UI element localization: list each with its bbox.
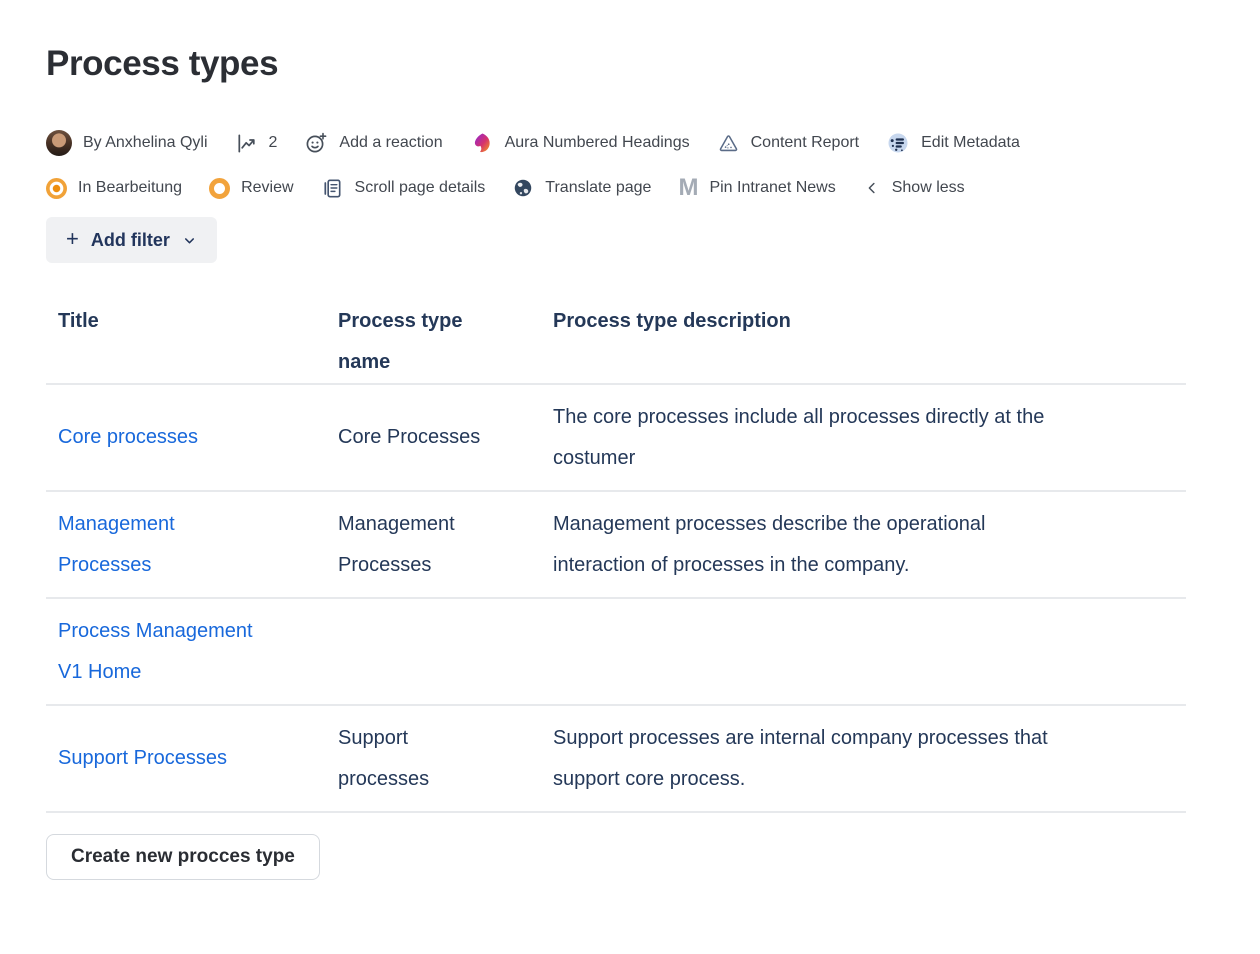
analytics-icon: [235, 132, 258, 155]
table-header-row: Title Process type name Process type des…: [46, 288, 1186, 385]
status-ring-icon: [209, 177, 231, 199]
show-less-button[interactable]: Show less: [863, 179, 965, 197]
cell-process-type-description: [553, 598, 1186, 706]
add-filter-label: Add filter: [90, 229, 170, 250]
add-reaction-button[interactable]: Add a reaction: [304, 131, 443, 155]
edit-metadata-button[interactable]: Edit Metadata: [886, 131, 1020, 155]
cell-title: Management Processes: [46, 491, 338, 599]
translate-page-button[interactable]: Translate page: [512, 177, 651, 199]
status-review-label: Review: [241, 179, 294, 196]
content-report-label: Content Report: [750, 134, 860, 151]
column-header-title: Title: [46, 288, 338, 385]
add-reaction-icon: [304, 131, 328, 155]
cell-process-type-name: [338, 598, 553, 706]
metadata-cluster-icon: [886, 131, 910, 155]
column-header-process-type-name: Process type name: [338, 288, 553, 385]
pin-intranet-news-button[interactable]: M Pin Intranet News: [678, 176, 835, 200]
cell-title: Core processes: [46, 384, 338, 492]
table-row: Support Processes Support processes Supp…: [46, 705, 1186, 813]
byline-author[interactable]: By Anxhelina Qyli: [46, 130, 208, 156]
avatar: [46, 130, 72, 156]
table-row: Process Management V1 Home: [46, 598, 1186, 706]
chevron-left-icon: [863, 179, 881, 197]
m-letter-icon: M: [678, 174, 699, 201]
globe-icon: [512, 177, 534, 199]
table-row: Management Processes Management Processe…: [46, 491, 1186, 599]
process-types-table: Title Process type name Process type des…: [46, 288, 1186, 813]
confluence-page: Process types By Anxhelina Qyli 2: [46, 44, 1186, 880]
page-link[interactable]: Management Processes: [58, 512, 175, 576]
cell-process-type-name: Support processes: [338, 705, 553, 813]
page-link[interactable]: Process Management V1 Home: [58, 619, 253, 683]
content-report-button[interactable]: Content Report: [717, 132, 860, 155]
edit-metadata-label: Edit Metadata: [921, 134, 1020, 151]
status-target-icon: [46, 177, 67, 199]
byline-row-1: By Anxhelina Qyli 2: [46, 130, 1186, 156]
cell-process-type-name: Management Processes: [338, 491, 553, 599]
page-title: Process types: [46, 44, 279, 83]
scroll-page-details-label: Scroll page details: [354, 179, 486, 196]
cell-process-type-name: Core Processes: [338, 384, 553, 492]
chevron-down-icon: [182, 233, 197, 248]
scroll-page-details-button[interactable]: Scroll page details: [321, 177, 486, 200]
byline-row-2: In Bearbeitung Review Scroll page detail…: [46, 176, 1186, 200]
cell-title: Process Management V1 Home: [46, 598, 338, 706]
plus-icon: +: [66, 226, 79, 251]
pin-intranet-news-label: Pin Intranet News: [709, 179, 836, 196]
translate-page-label: Translate page: [545, 179, 652, 196]
create-new-process-type-button[interactable]: Create new procces type: [46, 834, 320, 880]
views-count[interactable]: 2: [235, 132, 278, 155]
aura-numbered-headings-label: Aura Numbered Headings: [504, 134, 690, 151]
page-link[interactable]: Support Processes: [58, 747, 227, 769]
aura-numbered-headings-button[interactable]: Aura Numbered Headings: [470, 131, 690, 155]
page-details-icon: [321, 177, 344, 200]
cell-process-type-description: Management processes describe the operat…: [553, 491, 1186, 599]
status-in-bearbeitung[interactable]: In Bearbeitung: [46, 177, 183, 199]
cell-process-type-description: Support processes are internal company p…: [553, 705, 1186, 813]
status-review[interactable]: Review: [209, 177, 294, 199]
add-filter-button[interactable]: + Add filter: [46, 217, 217, 263]
table-row: Core processes Core Processes The core p…: [46, 384, 1186, 492]
byline-author-label: By Anxhelina Qyli: [83, 134, 208, 151]
aura-flame-icon: [470, 131, 494, 155]
add-reaction-label: Add a reaction: [339, 134, 443, 151]
page-link[interactable]: Core processes: [58, 426, 199, 448]
triangle-report-icon: [717, 132, 740, 155]
cell-process-type-description: The core processes include all processes…: [553, 384, 1186, 492]
cell-title: Support Processes: [46, 705, 338, 813]
status-in-bearbeitung-label: In Bearbeitung: [78, 179, 183, 196]
views-count-value: 2: [268, 134, 278, 151]
column-header-process-type-description: Process type description: [553, 288, 1186, 385]
show-less-label: Show less: [891, 179, 965, 196]
